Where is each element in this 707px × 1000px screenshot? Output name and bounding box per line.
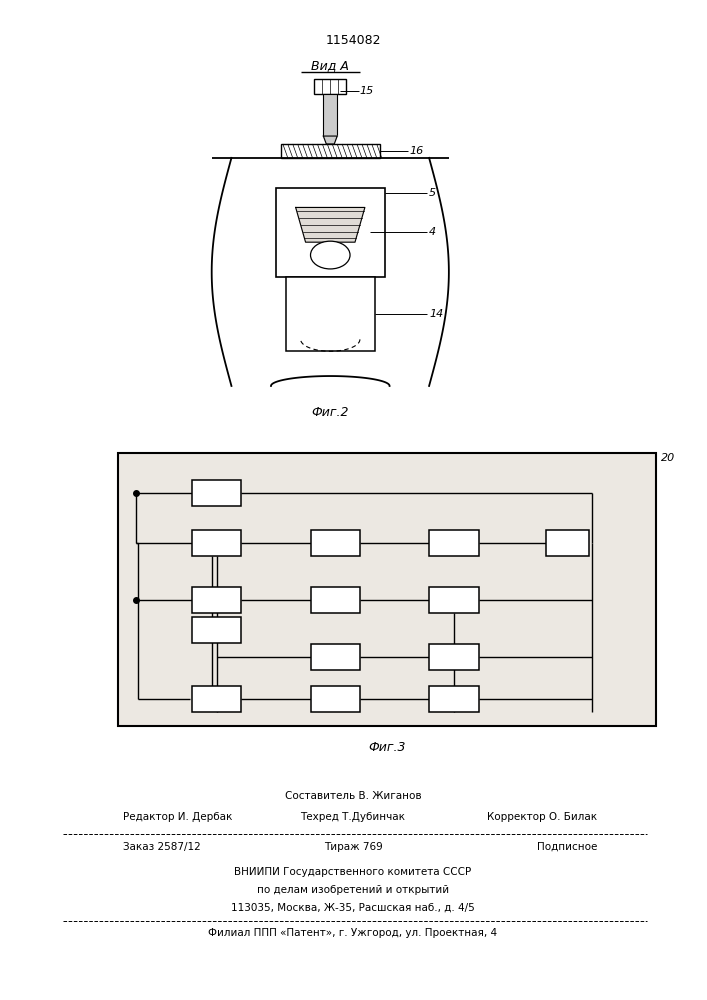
Bar (546, 530, 589, 556)
Bar (192, 480, 241, 506)
Polygon shape (323, 136, 337, 144)
Text: 25: 25 (209, 538, 223, 548)
Bar (192, 617, 241, 643)
Text: Филиал ППП «Патент», г. Ужгород, ул. Проектная, 4: Филиал ППП «Патент», г. Ужгород, ул. Про… (209, 928, 498, 938)
Text: 113035, Москва, Ж-35, Расшская наб., д. 4/5: 113035, Москва, Ж-35, Расшская наб., д. … (231, 903, 475, 913)
Text: Подписное: Подписное (537, 842, 597, 852)
Bar (192, 686, 241, 712)
Ellipse shape (310, 241, 350, 269)
Text: Корректор О. Билак: Корректор О. Билак (487, 812, 597, 822)
Text: Заказ 2587/12: Заказ 2587/12 (123, 842, 201, 852)
Text: Редактор И. Дербак: Редактор И. Дербак (123, 812, 232, 822)
Text: 28: 28 (328, 538, 342, 548)
Text: 26: 26 (328, 595, 342, 605)
Text: Составитель В. Жиганов: Составитель В. Жиганов (285, 791, 421, 801)
Text: 5: 5 (429, 188, 436, 198)
Text: 20: 20 (661, 453, 676, 463)
Bar (429, 686, 479, 712)
Bar (429, 644, 479, 670)
Text: 14: 14 (429, 309, 443, 319)
Text: Вид A: Вид A (311, 59, 349, 72)
Bar (192, 530, 241, 556)
Text: 31: 31 (328, 694, 342, 704)
Bar (429, 530, 479, 556)
Bar (276, 188, 385, 277)
Bar (192, 587, 241, 613)
Bar (315, 79, 346, 94)
Text: Тираж 769: Тираж 769 (324, 842, 382, 852)
Text: 27: 27 (328, 652, 342, 662)
Text: 34: 34 (561, 538, 575, 548)
Text: 24: 24 (209, 694, 223, 704)
Text: Фиг.2: Фиг.2 (312, 406, 349, 419)
Text: 22: 22 (209, 595, 223, 605)
Text: 1154082: 1154082 (325, 34, 381, 47)
Bar (323, 94, 337, 136)
Text: 16: 16 (409, 146, 423, 156)
Text: 32: 32 (447, 694, 461, 704)
Text: 4: 4 (429, 227, 436, 237)
Bar (310, 686, 360, 712)
Bar (429, 587, 479, 613)
Text: Фиг.3: Фиг.3 (368, 741, 405, 754)
Text: 33: 33 (447, 538, 461, 548)
Text: ВНИИПИ Государственного комитета СССР: ВНИИПИ Государственного комитета СССР (235, 867, 472, 877)
Bar (281, 144, 380, 158)
Text: 29: 29 (447, 595, 461, 605)
Text: 15: 15 (360, 86, 374, 96)
Text: 23: 23 (209, 625, 223, 635)
Bar (310, 644, 360, 670)
Bar (118, 453, 656, 726)
Bar (310, 587, 360, 613)
Text: Техред Т.Дубинчак: Техред Т.Дубинчак (300, 812, 406, 822)
Text: 21: 21 (209, 488, 223, 498)
Bar (310, 530, 360, 556)
Bar (286, 277, 375, 351)
Polygon shape (296, 207, 365, 242)
Text: 30: 30 (447, 652, 461, 662)
Text: по делам изобретений и открытий: по делам изобретений и открытий (257, 885, 449, 895)
